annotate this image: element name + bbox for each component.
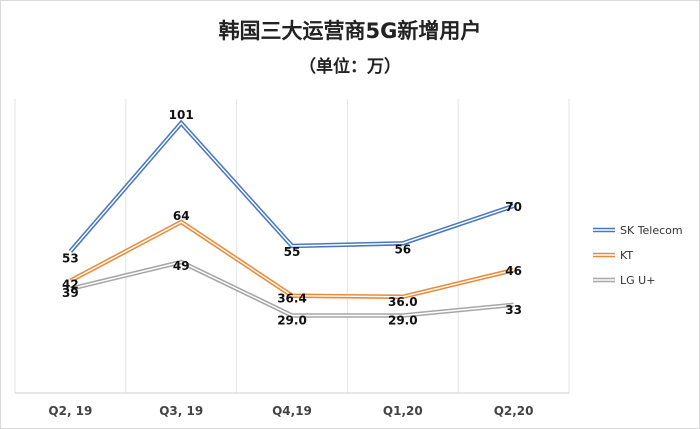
x-tick-label: Q2,20 [494,404,534,418]
chart-title: 韩国三大运营商5G新增用户 [218,19,482,43]
data-label: 46 [505,264,522,278]
series-line-inner-2 [70,261,514,317]
data-label: 49 [173,259,190,273]
data-label: 64 [173,209,190,223]
data-label: 36.0 [388,295,418,309]
data-label: 101 [169,108,194,122]
data-label: 36.4 [277,292,307,306]
x-tick-label: Q4,19 [272,404,312,418]
data-label: 56 [394,242,411,256]
legend-label-2: LG U+ [620,274,655,287]
data-label: 53 [62,251,79,265]
data-label: 33 [505,303,522,317]
series-line-inner-1 [70,221,514,298]
data-label: 39 [62,286,79,300]
series-line-inner-0 [69,121,514,252]
data-label: 55 [284,245,301,259]
x-tick-label: Q2, 19 [48,404,92,418]
data-label: 29.0 [388,313,418,327]
data-label: 70 [505,200,522,214]
x-tick-label: Q1,20 [383,404,423,418]
legend-label-1: KT [620,249,633,262]
series-line-2 [69,259,514,318]
legend-label-0: SK Telecom [620,224,683,237]
x-tick-label: Q3, 19 [159,404,203,418]
data-label: 42 [62,278,79,292]
data-label: 29.0 [277,313,307,327]
series-line-0 [68,119,515,253]
chart-subtitle: （单位：万） [299,57,401,77]
